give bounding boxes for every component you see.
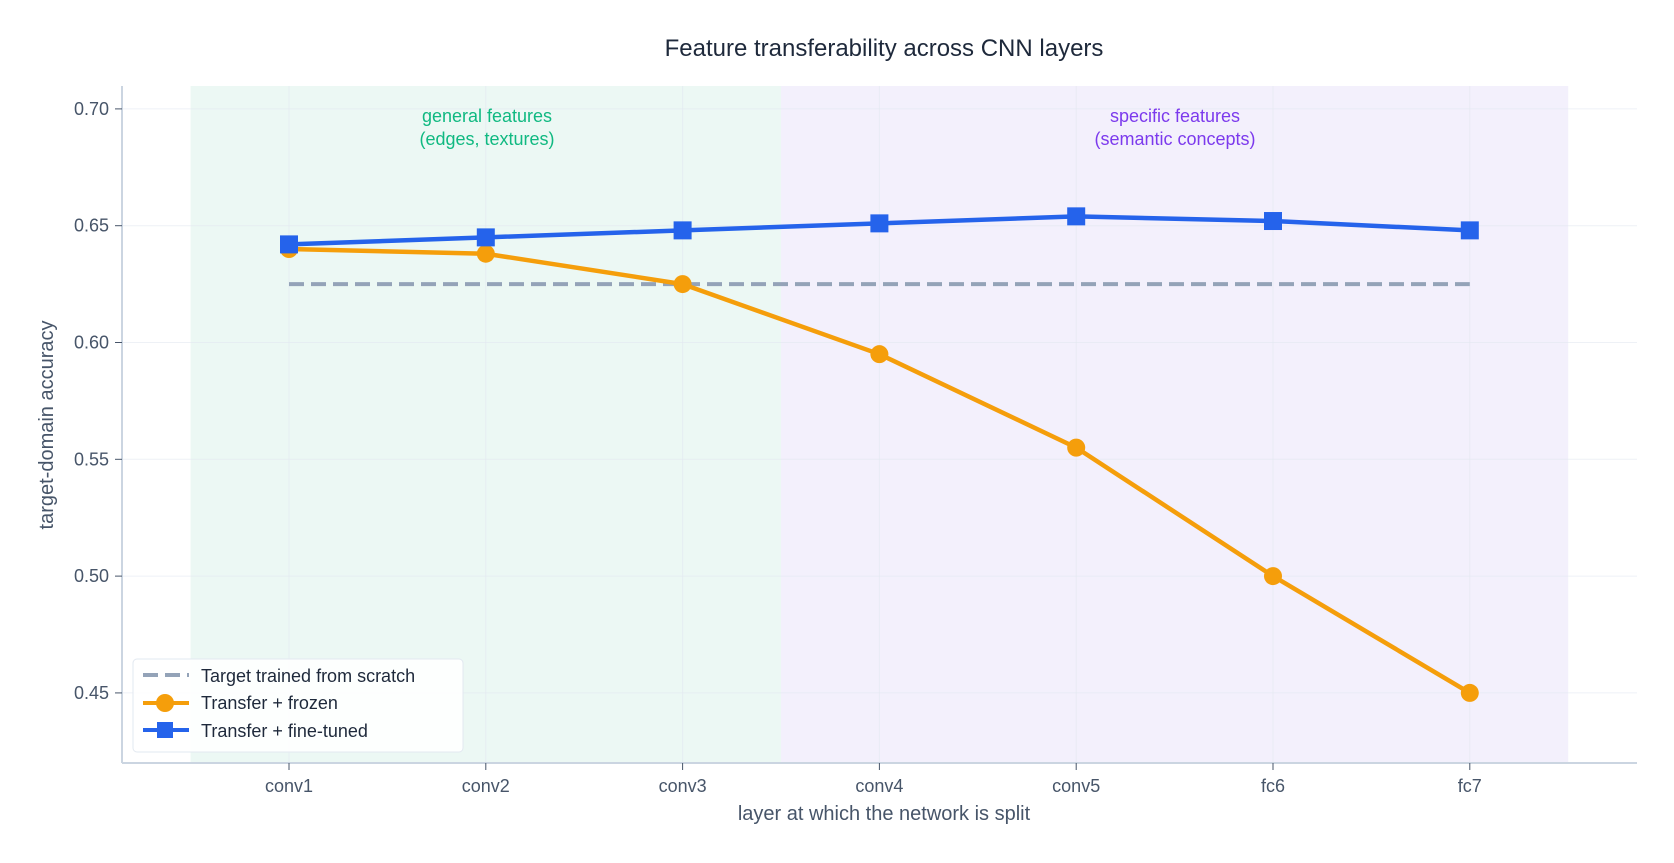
x-tick-label: conv2 [462, 776, 510, 796]
specific-features-label: specific features [1110, 106, 1240, 126]
data-point [476, 244, 495, 263]
svg-text:Transfer + frozen: Transfer + frozen [201, 693, 338, 713]
data-point [673, 275, 692, 294]
data-point [1067, 207, 1086, 226]
y-tick-label: 0.70 [74, 99, 109, 119]
region-annotations: general features (edges, textures) speci… [419, 106, 1255, 149]
y-axis-label: target-domain accuracy [36, 321, 58, 530]
data-point [1460, 683, 1479, 702]
data-point [280, 235, 298, 254]
x-tick-label: conv4 [855, 776, 903, 796]
data-point [870, 345, 889, 364]
y-tick-label: 0.60 [74, 333, 109, 353]
y-tick-label: 0.50 [74, 566, 109, 586]
general-features-sublabel: (edges, textures) [419, 129, 554, 149]
x-tick-label: conv1 [265, 776, 313, 796]
y-tick-label: 0.65 [74, 216, 109, 236]
square-marker-icon [157, 722, 173, 738]
data-point [870, 214, 889, 233]
data-point [476, 228, 495, 247]
region-band-1 [781, 86, 1569, 763]
y-tick-label: 0.55 [74, 449, 109, 469]
general-features-label: general features [422, 106, 552, 126]
data-point [673, 221, 692, 240]
legend: Target trained from scratch Transfer + f… [132, 658, 464, 753]
legend-box [132, 658, 464, 753]
series-2 [280, 207, 1479, 254]
legend-item-fine-tuned: Transfer + fine-tuned [143, 721, 368, 741]
x-axis-label: layer at which the network is split [738, 803, 1031, 825]
y-tick-label: 0.45 [74, 683, 109, 703]
legend-item-scratch: Target trained from scratch [143, 666, 415, 686]
data-point [1264, 212, 1282, 231]
gridlines [122, 86, 1637, 763]
circle-marker-icon [156, 694, 174, 712]
chart-title: Feature transferability across CNN layer… [665, 35, 1104, 62]
x-tick-label: fc7 [1458, 776, 1482, 796]
series-1 [280, 240, 1479, 702]
specific-features-sublabel: (semantic concepts) [1094, 129, 1255, 149]
axes: 0.45 0.50 0.55 0.60 0.65 0.70 conv1 conv2 conv3 c… [74, 86, 1637, 796]
x-tick-label: fc6 [1261, 776, 1285, 796]
x-tick-label: conv5 [1052, 776, 1100, 796]
data-point [1264, 567, 1282, 586]
legend-item-frozen: Transfer + frozen [143, 693, 338, 713]
data-point [1460, 221, 1479, 240]
x-tick-label: conv3 [659, 776, 707, 796]
data-point [1067, 438, 1086, 457]
svg-text:Target trained from scratch: Target trained from scratch [201, 666, 415, 686]
svg-text:Transfer + fine-tuned: Transfer + fine-tuned [201, 721, 368, 741]
series-lines [280, 207, 1479, 702]
